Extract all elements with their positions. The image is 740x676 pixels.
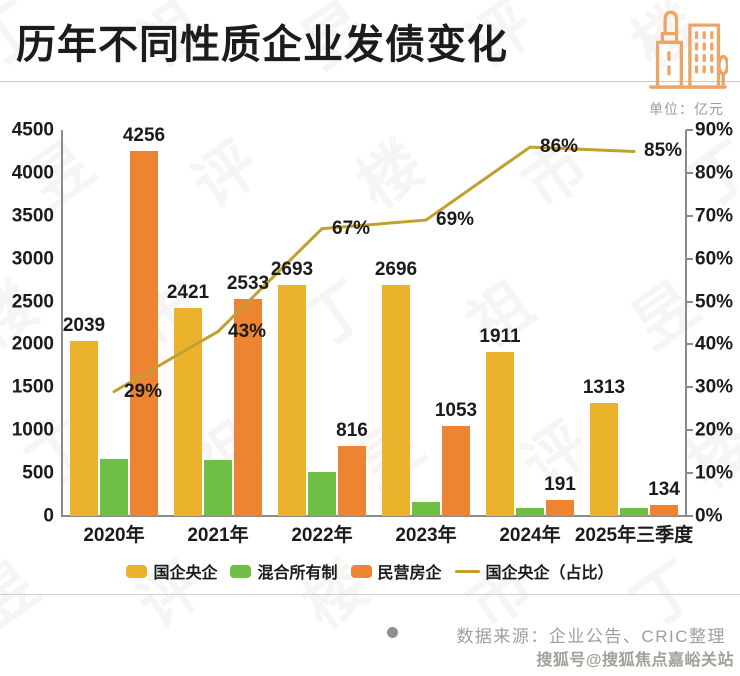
bar-国企央企: [174, 308, 202, 516]
line-point-label: 86%: [540, 136, 579, 158]
bar-国企央企: [278, 285, 306, 516]
x-axis-category-label: 2023年: [395, 525, 457, 546]
right-axis-line: [685, 130, 687, 516]
left-axis-tick-label: 1500: [11, 376, 54, 398]
bar-value-label: 816: [336, 420, 368, 441]
right-axis-tick-mark: [686, 129, 693, 131]
x-axis-category-label: 2020年: [83, 525, 145, 546]
line-point-label: 29%: [124, 380, 163, 402]
legend-swatch-民营房企: [350, 564, 372, 578]
bar-混合所有制: [620, 508, 648, 516]
legend-line-marker: [454, 569, 480, 573]
legend-swatch-混合所有制: [230, 564, 252, 578]
legend-label: 民营房企: [377, 565, 442, 582]
right-axis-tick-label: 50%: [695, 291, 734, 313]
right-axis-tick-label: 40%: [695, 333, 734, 355]
sohu-account-stamp: 搜狐号@搜狐焦点嘉峪关站: [536, 652, 734, 669]
footer-divider: [0, 594, 740, 595]
line-point-label: 69%: [436, 209, 475, 231]
legend-label: 混合所有制: [257, 565, 338, 582]
right-axis-tick-mark: [686, 472, 693, 475]
bar-国企央企: [590, 403, 618, 516]
bar-国企央企: [70, 341, 98, 516]
header-divider: [0, 81, 740, 82]
bar-民营房企: [338, 446, 366, 516]
legend-swatch-国企央企: [126, 564, 148, 578]
legend-item-国企央企（占比）: 国企央企（占比）: [454, 559, 614, 583]
bar-value-label: 1911: [479, 326, 521, 348]
unit-label: 单位：亿元: [649, 101, 724, 117]
bar-民营房企: [130, 150, 158, 516]
line-point-label: 85%: [644, 140, 683, 162]
left-axis-tick-label: 3000: [11, 248, 54, 270]
legend-item-混合所有制: 混合所有制: [230, 559, 338, 583]
left-axis-tick-label: 1000: [11, 419, 54, 441]
bar-value-label: 2039: [62, 315, 106, 337]
right-axis-tick-mark: [686, 300, 693, 303]
bar-value-label: 134: [648, 478, 680, 500]
right-axis-tick-label: 30%: [695, 376, 734, 398]
bar-value-label: 191: [544, 473, 576, 495]
legend: 国企央企 混合所有制 民营房企 国企央企（占比）: [0, 559, 740, 583]
left-axis-tick-label: 2000: [11, 333, 54, 355]
legend-item-国企央企: 国企央企: [126, 559, 217, 583]
right-axis-tick-mark: [686, 257, 693, 260]
x-axis-category-label: 2022年: [291, 525, 353, 546]
bar-国企央企: [382, 284, 410, 516]
left-axis-tick-label: 4000: [11, 162, 54, 184]
bar-value-label: 1053: [434, 399, 478, 421]
right-axis-tick-label: 0%: [695, 505, 723, 527]
line-point-label: 67%: [332, 217, 371, 239]
page-title: 历年不同性质企业发债变化: [16, 23, 508, 67]
right-axis-tick-label: 70%: [695, 205, 734, 227]
x-axis-category-label: 2021年: [187, 525, 249, 546]
right-axis-tick-mark: [686, 515, 693, 517]
legend-label: 国企央企（占比）: [485, 565, 614, 582]
right-axis-tick-mark: [686, 171, 693, 174]
right-axis-tick-mark: [686, 429, 693, 432]
bar-value-label: 4256: [122, 124, 166, 146]
bar-混合所有制: [516, 507, 544, 516]
right-axis-tick-mark: [686, 386, 693, 389]
left-axis-line: [61, 130, 63, 516]
bar-国企央企: [486, 352, 514, 516]
bar-value-label: 2693: [270, 259, 314, 280]
x-axis-category-label: 2025年三季度: [574, 525, 694, 546]
data-source-text: 数据来源：企业公告、CRIC整理: [456, 627, 726, 646]
right-axis-tick-label: 20%: [695, 419, 734, 441]
bar-value-label: 1313: [582, 377, 626, 399]
bullet-dot-icon: [387, 627, 398, 638]
bar-混合所有制: [204, 459, 232, 516]
bar-民营房企: [546, 499, 574, 516]
right-axis-tick-label: 60%: [695, 248, 734, 270]
right-axis-tick-label: 80%: [695, 162, 734, 184]
right-axis-tick-mark: [686, 343, 693, 346]
left-axis-tick-label: 0: [43, 505, 54, 527]
bar-混合所有制: [100, 458, 128, 516]
bar-混合所有制: [412, 501, 440, 516]
x-axis-category-label: 2024年: [499, 525, 561, 546]
bar-民营房企: [442, 425, 470, 516]
legend-item-民营房企: 民营房企: [350, 559, 442, 583]
bar-混合所有制: [308, 471, 336, 516]
left-axis-tick-label: 500: [22, 462, 54, 484]
legend-label: 国企央企: [153, 565, 218, 582]
line-point-label: 43%: [228, 320, 267, 342]
left-axis-tick-label: 3500: [11, 205, 54, 227]
buildings-icon: [648, 6, 730, 90]
right-axis-tick-mark: [686, 214, 693, 217]
bar-民营房企: [650, 504, 678, 516]
right-axis-tick-label: 90%: [695, 119, 734, 141]
left-axis-tick-label: 4500: [11, 119, 54, 141]
left-axis-tick-label: 2500: [11, 291, 54, 313]
x-axis-line: [61, 515, 687, 517]
bar-value-label: 2696: [374, 258, 418, 280]
right-axis-tick-label: 10%: [695, 462, 734, 484]
